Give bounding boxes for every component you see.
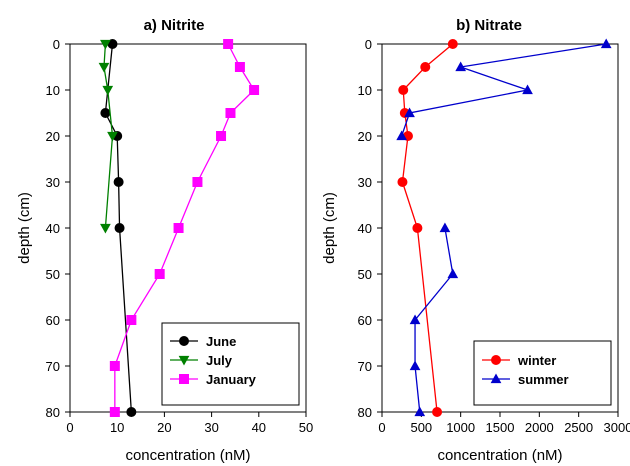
chart-title: b) Nitrate [456, 17, 522, 34]
data-point [522, 84, 533, 95]
data-point [447, 268, 459, 279]
x-tick-label: 10 [110, 420, 124, 435]
y-tick-label: 60 [358, 313, 372, 328]
data-point [173, 223, 184, 233]
data-point [192, 177, 203, 187]
data-point [600, 38, 612, 49]
legend-marker [490, 373, 502, 384]
y-axis-label: depth (cm) [16, 192, 33, 264]
data-point [100, 223, 111, 234]
data-point [409, 360, 421, 371]
y-tick-label: 20 [46, 129, 60, 144]
x-tick-label: 1000 [446, 420, 475, 435]
y-tick-label: 10 [358, 83, 372, 98]
data-point [447, 39, 458, 49]
legend-marker [179, 336, 189, 346]
series-layer [98, 39, 260, 417]
y-tick-label: 80 [46, 405, 60, 420]
data-point [249, 85, 260, 95]
data-point [100, 108, 111, 118]
legend-label: January [206, 372, 257, 387]
data-point [126, 407, 137, 417]
legend-label: July [206, 353, 233, 368]
legend-entries: June July January [170, 334, 257, 387]
data-point [216, 131, 227, 141]
data-point [420, 62, 431, 72]
data-point [98, 62, 110, 73]
x-tick-label: 0 [66, 420, 73, 435]
x-tick-label: 2000 [525, 420, 554, 435]
data-point [109, 361, 120, 371]
x-tick-label: 2500 [564, 420, 593, 435]
y-tick-label: 40 [358, 221, 372, 236]
data-point [223, 39, 234, 49]
data-point [455, 61, 467, 72]
legend-entries: winter summer [482, 353, 569, 387]
x-tick-label: 3000 [604, 420, 630, 435]
data-point [100, 39, 111, 50]
x-tick-label: 50 [299, 420, 313, 435]
x-tick-label: 30 [204, 420, 218, 435]
x-tick-label: 20 [157, 420, 171, 435]
data-point [404, 107, 415, 118]
data-point [154, 269, 165, 279]
y-tick-label: 10 [46, 83, 60, 98]
legend-marker [491, 355, 501, 365]
y-tick-label: 0 [53, 37, 60, 52]
series-line [401, 43, 607, 137]
data-point [397, 177, 408, 187]
y-tick-label: 70 [358, 359, 372, 374]
data-point [102, 85, 114, 96]
legend-marker [178, 355, 190, 366]
data-point [107, 131, 118, 142]
nitrate-panel: b) Nitrate 0 500 1000 1500 2000 2500 3000 0 10 20… [321, 17, 630, 464]
x-axis-label: concentration (nM) [437, 447, 562, 464]
y-tick-label: 80 [358, 405, 372, 420]
data-point [225, 108, 236, 118]
data-point [234, 62, 245, 72]
data-point [412, 223, 423, 233]
data-point [439, 222, 451, 233]
data-point [409, 314, 421, 325]
data-point [109, 407, 120, 417]
x-tick-label: 0 [378, 420, 385, 435]
y-tick-label: 40 [46, 221, 60, 236]
data-point [126, 315, 137, 325]
x-tick-label: 1500 [486, 420, 515, 435]
y-tick-label: 0 [365, 37, 372, 52]
nitrite-panel: a) Nitrite 0 10 20 30 40 5001020304050607080 … [16, 17, 313, 464]
y-tick-label: 50 [46, 267, 60, 282]
chart-title: a) Nitrite [144, 17, 205, 34]
legend-marker [179, 374, 189, 384]
y-tick-label: 60 [46, 313, 60, 328]
y-tick-label: 30 [358, 175, 372, 190]
tick-marks: 0 10 20 30 40 50 0 10 20 30 40 50 60 70 80 [46, 37, 314, 435]
y-tick-label: 70 [46, 359, 60, 374]
tick-marks: 0 500 1000 1500 2000 2500 3000 0 10 20 30 40 50 60 70 8… [358, 37, 630, 435]
legend-label: winter [517, 353, 556, 368]
data-point [398, 85, 409, 95]
x-axis-label: concentration (nM) [125, 447, 250, 464]
data-point [396, 130, 408, 141]
legend-label: summer [518, 372, 569, 387]
y-axis-label: depth (cm) [321, 192, 338, 264]
y-tick-label: 30 [46, 175, 60, 190]
y-tick-label: 20 [358, 129, 372, 144]
data-point [113, 177, 124, 187]
data-point [114, 223, 125, 233]
data-point [414, 406, 426, 417]
x-tick-label: 40 [252, 420, 266, 435]
legend-box [473, 340, 612, 406]
series-layer [396, 38, 612, 417]
series-line [104, 43, 133, 413]
legend: June July January [161, 322, 300, 406]
data-point [432, 407, 443, 417]
y-tick-label: 50 [358, 267, 372, 282]
x-tick-label: 500 [410, 420, 432, 435]
legend: winter summer [473, 340, 612, 406]
legend-label: June [206, 334, 236, 349]
series-line [401, 43, 454, 413]
